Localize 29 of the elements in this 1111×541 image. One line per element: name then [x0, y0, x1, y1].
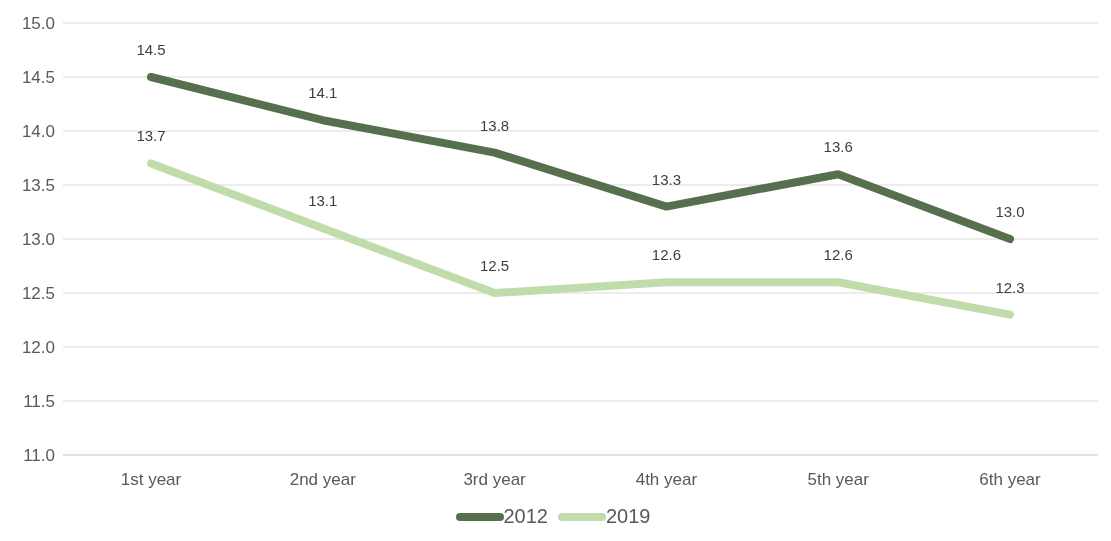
- y-tick-label: 11.0: [23, 446, 55, 466]
- y-tick-label: 12.0: [21, 338, 55, 358]
- data-label: 13.8: [480, 116, 510, 134]
- data-label: 12.6: [651, 246, 681, 264]
- x-tick-label: 5th year: [807, 470, 870, 490]
- y-tick-label: 13.5: [21, 176, 55, 196]
- y-tick-label: 14.0: [21, 122, 55, 142]
- data-label: 12.3: [995, 278, 1025, 296]
- legend-label: 2019: [606, 505, 651, 528]
- data-label: 13.3: [651, 170, 681, 188]
- data-label: 14.1: [308, 84, 338, 102]
- data-label: 13.0: [995, 203, 1025, 220]
- data-label: 13.6: [823, 138, 853, 156]
- x-tick-label: 1st year: [120, 470, 182, 490]
- x-tick-label: 2nd year: [289, 470, 357, 490]
- y-tick-label: 12.5: [21, 284, 55, 304]
- data-label: 13.7: [136, 127, 166, 145]
- x-tick-label: 4th year: [635, 470, 698, 490]
- legend-label: 2012: [503, 505, 548, 528]
- y-tick-label: 13.0: [21, 230, 55, 250]
- data-label: 13.1: [308, 192, 338, 210]
- x-tick-label: 6th year: [979, 470, 1042, 490]
- data-label: 12.5: [480, 257, 510, 274]
- y-tick-label: 11.5: [23, 392, 55, 412]
- y-tick-label: 15.0: [21, 14, 55, 34]
- data-label: 12.6: [823, 246, 853, 264]
- data-label: 14.5: [136, 41, 166, 58]
- y-tick-label: 14.5: [21, 68, 55, 88]
- x-tick-label: 3rd year: [463, 470, 527, 490]
